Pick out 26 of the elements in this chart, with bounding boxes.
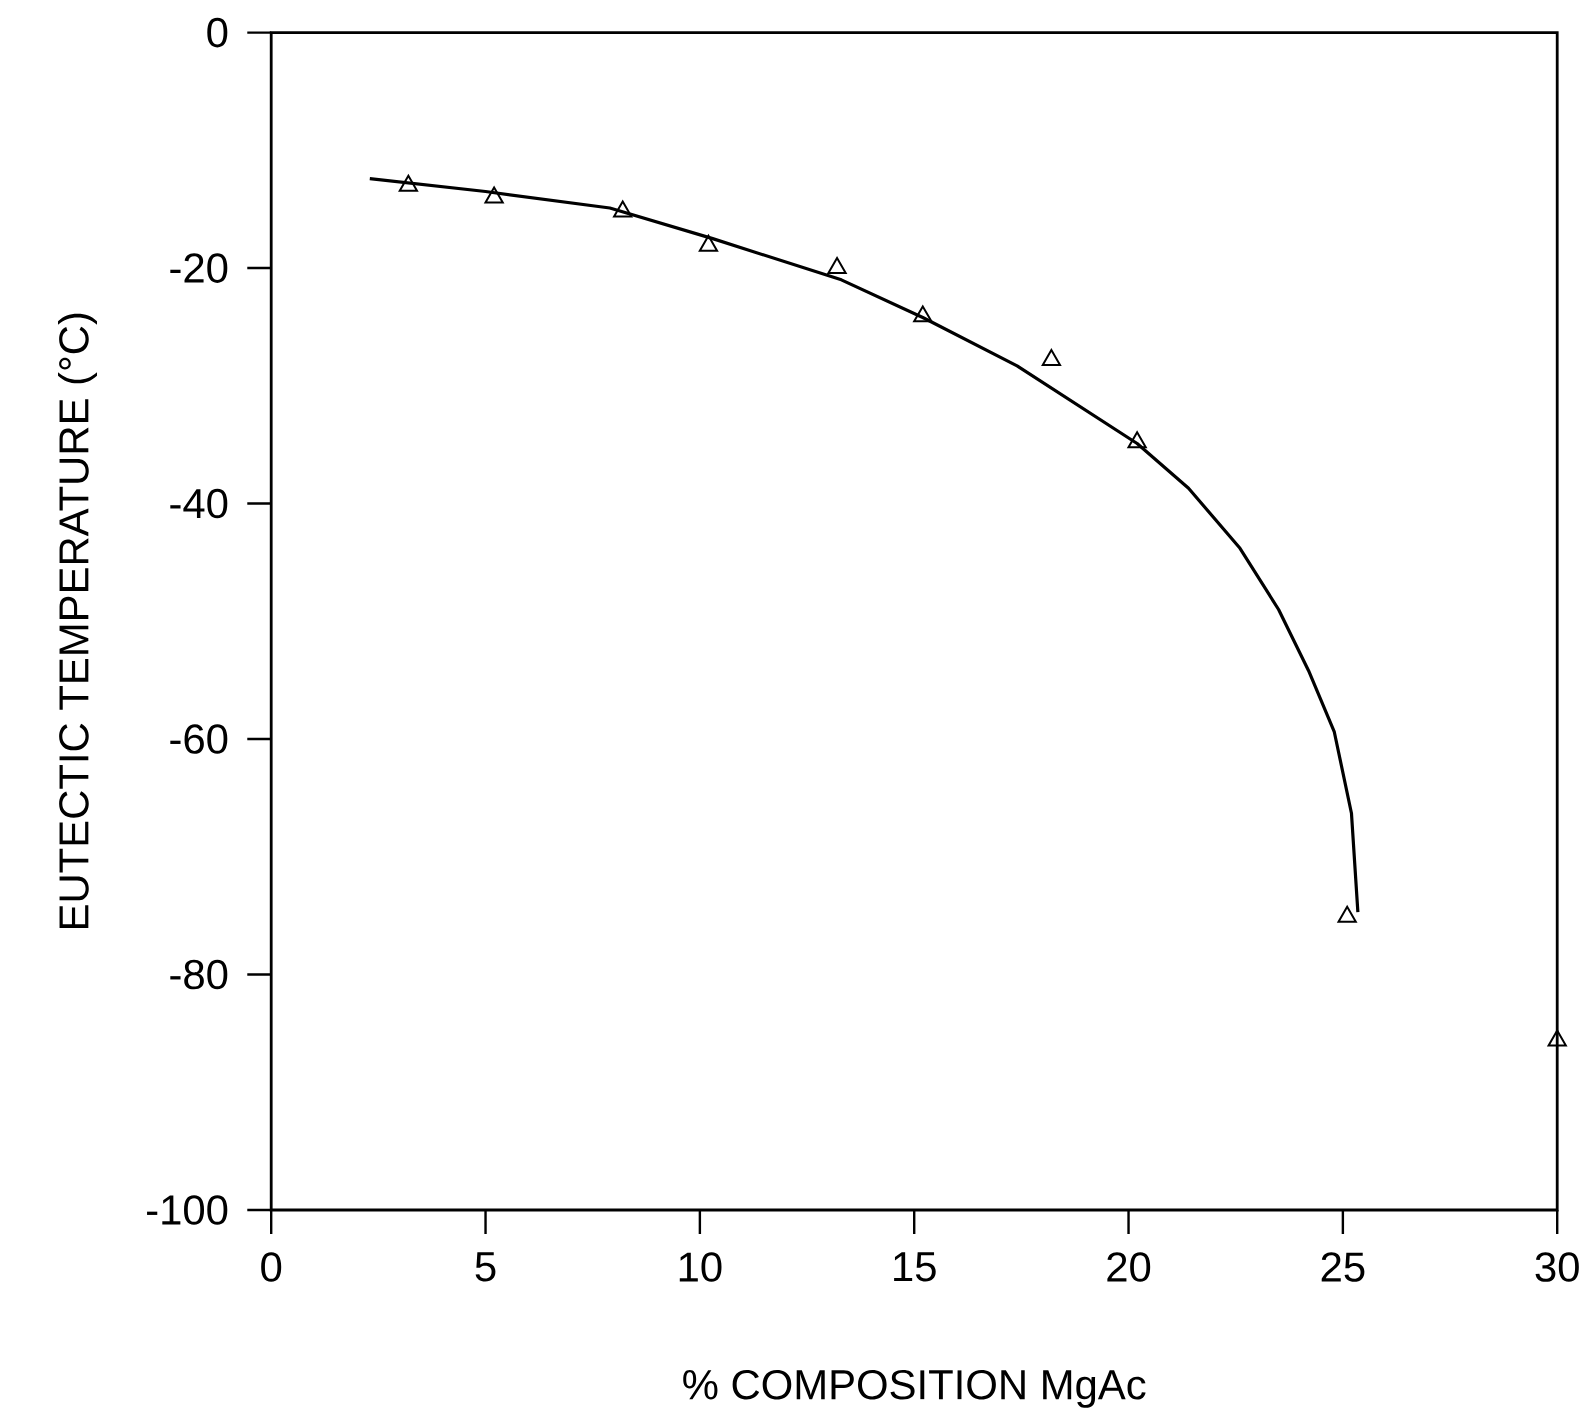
- y-tick-label: 0: [207, 17, 228, 48]
- point: [827, 257, 847, 275]
- point: [484, 186, 504, 204]
- point: [1127, 431, 1147, 449]
- x-tick-label: 15: [894, 1252, 936, 1282]
- x-tick-label: 0: [261, 1252, 282, 1282]
- point: [398, 174, 418, 192]
- point: [1337, 905, 1357, 923]
- point: [913, 305, 933, 323]
- point: [698, 234, 719, 252]
- x-tick-label: 5: [475, 1252, 496, 1282]
- line-series: [368, 176, 1360, 914]
- x-tick-label: 30: [1535, 1252, 1579, 1282]
- y-tick-label: -40: [170, 488, 228, 519]
- x-axis-title: % COMPOSITION MgAc: [683, 1369, 1146, 1408]
- y-tick-label: -100: [147, 1195, 228, 1225]
- y-tick-label: -60: [170, 724, 228, 754]
- point: [613, 200, 633, 218]
- x-tick-label: 20: [1107, 1252, 1151, 1282]
- y-tick-label: -80: [170, 959, 228, 990]
- y-tick-label: -20: [170, 253, 228, 283]
- x-tick-label: 25: [1321, 1252, 1365, 1282]
- point: [1041, 348, 1062, 366]
- y-axis-title: EUTECTIC TEMPERATURE (°C): [58, 313, 97, 929]
- point: [1547, 1029, 1567, 1047]
- x-tick-label: 10: [679, 1252, 722, 1282]
